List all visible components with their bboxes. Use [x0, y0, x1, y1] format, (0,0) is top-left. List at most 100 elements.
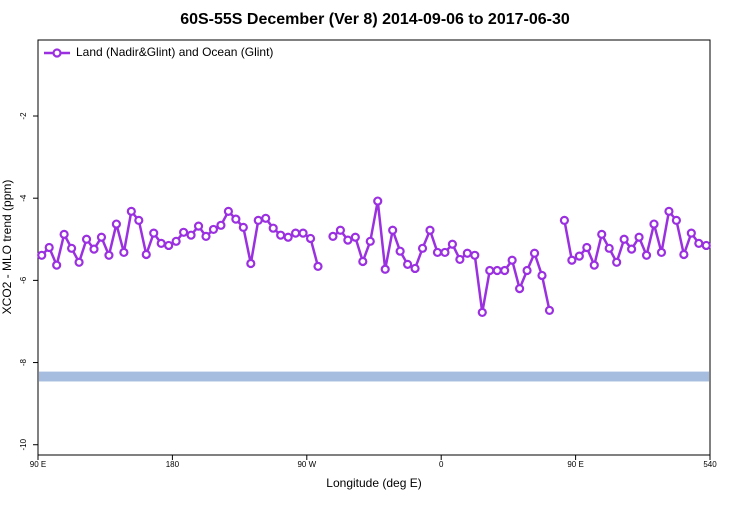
point [193, 221, 204, 231]
x-tick-label: 540 [703, 460, 717, 469]
x-tick-label: 90 E [30, 460, 46, 469]
point [440, 247, 450, 258]
point [141, 249, 151, 260]
point [559, 215, 570, 225]
point [537, 270, 547, 281]
point [268, 223, 278, 233]
point [597, 229, 607, 239]
point [37, 250, 47, 260]
point [335, 225, 345, 235]
point [544, 305, 555, 315]
point [291, 228, 301, 238]
point [619, 234, 629, 244]
x-tick-label: 90 W [297, 460, 316, 469]
point [679, 249, 689, 260]
point [529, 248, 540, 258]
point [403, 259, 413, 269]
point [171, 236, 181, 246]
point [134, 215, 144, 225]
point [410, 263, 420, 274]
y-tick-label: -4 [19, 194, 28, 202]
point [574, 251, 584, 261]
point [417, 243, 428, 253]
y-tick-label: -2 [19, 112, 28, 120]
x-tick-label: 0 [439, 460, 444, 469]
point [305, 233, 316, 244]
point [380, 264, 390, 274]
point [626, 244, 637, 254]
point [238, 222, 248, 232]
point [671, 215, 682, 225]
point [507, 255, 517, 265]
point [298, 228, 308, 238]
point [634, 232, 644, 242]
reference-band [39, 371, 709, 382]
point [104, 250, 114, 260]
point [477, 307, 487, 318]
point [701, 240, 711, 251]
x-tick-label: 180 [166, 460, 180, 469]
point [119, 247, 129, 258]
y-axis-label: XCO2 - MLO trend (ppm) [0, 180, 14, 315]
point [492, 265, 502, 276]
point [261, 213, 271, 223]
point [514, 283, 525, 294]
point [89, 244, 99, 254]
point [604, 243, 614, 253]
point [253, 215, 263, 225]
point [201, 231, 211, 242]
point [208, 224, 219, 235]
point [686, 228, 696, 238]
point [164, 240, 174, 251]
point [373, 196, 383, 206]
point [432, 247, 443, 258]
point [522, 265, 532, 276]
point [350, 232, 360, 242]
point [186, 230, 196, 240]
point [455, 254, 465, 265]
point [365, 236, 375, 246]
point [589, 260, 599, 270]
point [126, 206, 136, 216]
point [470, 250, 480, 260]
point [223, 206, 233, 216]
y-tick-label: -6 [19, 276, 28, 284]
point [343, 235, 353, 245]
point [462, 248, 472, 258]
point [74, 257, 84, 267]
point [179, 227, 189, 237]
point [216, 220, 226, 230]
point [694, 238, 704, 248]
point [156, 238, 166, 248]
point [313, 261, 323, 272]
point [246, 258, 256, 269]
point [283, 232, 293, 242]
x-axis-label: Longitude (deg E) [326, 476, 421, 490]
point [641, 250, 652, 260]
point [656, 247, 667, 258]
point [649, 219, 659, 229]
point [52, 260, 62, 270]
point [388, 225, 398, 235]
point [66, 243, 77, 253]
point [149, 228, 159, 238]
point [567, 255, 577, 265]
x-tick-label: 90 E [567, 460, 583, 469]
y-tick-label: -8 [19, 358, 28, 366]
legend-label: Land (Nadir&Glint) and Ocean (Glint) [76, 45, 273, 59]
point [425, 225, 435, 235]
point [44, 242, 54, 253]
point [612, 257, 622, 267]
point [59, 229, 69, 239]
point [111, 219, 122, 229]
chart-title: 60S-55S December (Ver 8) 2014-09-06 to 2… [180, 11, 570, 28]
point [395, 246, 405, 256]
point [485, 265, 495, 276]
point [664, 206, 674, 216]
point [582, 242, 592, 253]
point [447, 239, 457, 249]
point [231, 214, 241, 224]
point [96, 232, 107, 242]
point [328, 231, 338, 242]
